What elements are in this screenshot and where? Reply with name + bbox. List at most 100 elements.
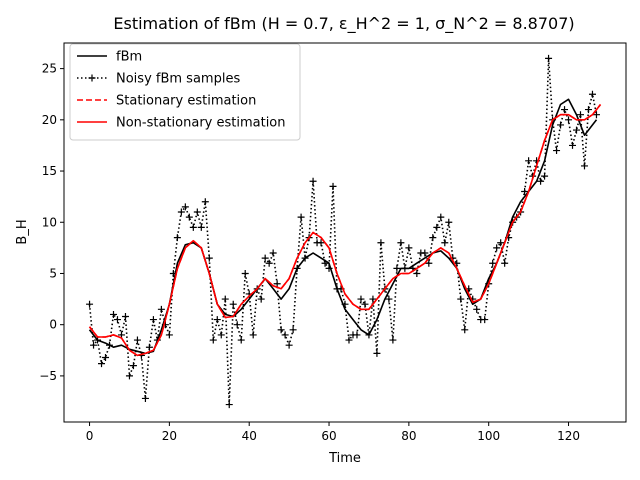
- x-axis-label: Time: [328, 451, 361, 466]
- noisy-sample-marker: [521, 188, 529, 196]
- noisy-sample-marker: [157, 305, 165, 313]
- noisy-sample-marker: [149, 316, 157, 324]
- noisy-sample-marker: [413, 269, 421, 277]
- noisy-sample-marker: [345, 336, 353, 344]
- noisy-sample-marker: [213, 316, 221, 324]
- x-tick-label: 80: [401, 429, 416, 443]
- noisy-sample-marker: [249, 331, 257, 339]
- noisy-sample-marker: [481, 316, 489, 324]
- noisy-sample-marker: [309, 177, 317, 185]
- noisy-sample-marker: [545, 54, 553, 62]
- noisy-sample-marker: [129, 362, 137, 370]
- noisy-sample-marker: [109, 310, 117, 318]
- noisy-sample-marker: [86, 300, 94, 308]
- noisy-sample-marker: [201, 198, 209, 206]
- noisy-sample-marker: [177, 208, 185, 216]
- noisy-sample-marker: [385, 295, 393, 303]
- noisy-sample-marker: [393, 264, 401, 272]
- noisy-sample-marker: [369, 295, 377, 303]
- noisy-sample-marker: [237, 336, 245, 344]
- noisy-sample-marker: [553, 147, 561, 155]
- x-tick-label: 0: [86, 429, 94, 443]
- noisy-sample-marker: [461, 326, 469, 334]
- noisy-sample-marker: [353, 331, 361, 339]
- x-tick-label: 20: [162, 429, 177, 443]
- noisy-sample-marker: [98, 360, 106, 368]
- noisy-sample-marker: [573, 126, 581, 134]
- noisy-sample-marker: [297, 213, 305, 221]
- noisy-sample-marker: [145, 343, 153, 351]
- y-tick-label: 10: [42, 215, 57, 229]
- noisy-sample-marker: [429, 234, 437, 242]
- noisy-sample-marker: [357, 295, 365, 303]
- noisy-sample-marker: [497, 239, 505, 247]
- noisy-sample-marker: [588, 90, 596, 98]
- x-tick-label: 100: [477, 429, 500, 443]
- x-tick-label: 60: [321, 429, 336, 443]
- noisy-sample-marker: [273, 280, 281, 288]
- noisy-sample-marker: [281, 331, 289, 339]
- noisy-sample-marker: [141, 394, 149, 402]
- noisy-sample-marker: [261, 254, 269, 262]
- legend-label: fBm: [116, 50, 142, 65]
- noisy-sample-marker: [557, 121, 565, 129]
- noisy-sample-marker: [285, 341, 293, 349]
- legend-marker: [88, 74, 96, 82]
- noisy-sample-marker: [377, 239, 385, 247]
- noisy-sample-marker: [277, 326, 285, 334]
- noisy-sample-marker: [125, 372, 133, 380]
- x-tick-label: 40: [242, 429, 257, 443]
- noisy-sample-marker: [165, 331, 173, 339]
- noisy-sample-marker: [565, 116, 573, 124]
- noisy-sample-marker: [592, 111, 600, 119]
- noisy-sample-marker: [102, 353, 110, 361]
- noisy-sample-marker: [525, 157, 533, 165]
- noisy-sample-marker: [241, 269, 249, 277]
- noisy-sample-marker: [229, 300, 237, 308]
- noisy-sample-marker: [457, 295, 465, 303]
- x-tick-label: 120: [557, 429, 580, 443]
- noisy-sample-marker: [397, 239, 405, 247]
- y-tick-label: 0: [49, 318, 57, 332]
- noisy-sample-marker: [265, 259, 273, 267]
- noisy-sample-marker: [361, 300, 369, 308]
- noisy-sample-marker: [389, 336, 397, 344]
- noisy-sample-marker: [217, 331, 225, 339]
- noisy-sample-marker: [317, 239, 325, 247]
- y-axis: −5 0 5 10 15 20 25: [39, 62, 64, 383]
- noisy-sample-marker: [421, 249, 429, 257]
- noisy-sample-marker: [580, 162, 588, 170]
- noisy-sample-marker: [437, 213, 445, 221]
- legend-label: Non-stationary estimation: [116, 116, 286, 131]
- y-tick-label: 25: [42, 62, 57, 76]
- chart-title: Estimation of fBm (H = 0.7, ε_H^2 = 1, σ…: [113, 14, 574, 34]
- legend-label: Noisy fBm samples: [116, 72, 240, 87]
- noisy-sample-marker: [90, 341, 98, 349]
- noisy-sample-marker: [289, 326, 297, 334]
- noisy-sample-marker: [181, 203, 189, 211]
- series-line-1: [88, 57, 598, 406]
- noisy-sample-marker: [569, 141, 577, 149]
- noisy-sample-marker: [221, 295, 229, 303]
- y-tick-label: 15: [42, 164, 57, 178]
- noisy-sample-marker: [233, 321, 241, 329]
- legend-box: [69, 43, 301, 141]
- noisy-sample-marker: [473, 305, 481, 313]
- y-tick-label: 20: [42, 113, 57, 127]
- noisy-sample-marker: [541, 172, 549, 180]
- noisy-sample-marker: [269, 249, 277, 257]
- noisy-sample-marker: [445, 218, 453, 226]
- noisy-sample-marker: [425, 259, 433, 267]
- noisy-sample-marker: [113, 316, 121, 324]
- noisy-sample-marker: [493, 244, 501, 252]
- noisy-sample-marker: [209, 336, 217, 344]
- noisy-sample-marker: [433, 223, 441, 231]
- noisy-sample-marker: [173, 234, 181, 242]
- y-axis-label: B_H: [15, 219, 30, 244]
- y-tick-label: −5: [39, 369, 57, 383]
- legend: fBm Noisy fBm samples Stationary estimatio…: [69, 43, 301, 141]
- plot-frame: [63, 42, 627, 423]
- noisy-sample-marker: [489, 259, 497, 267]
- x-axis: 0 20 40 60 80 100 120: [86, 422, 580, 443]
- noisy-sample-marker: [501, 259, 509, 267]
